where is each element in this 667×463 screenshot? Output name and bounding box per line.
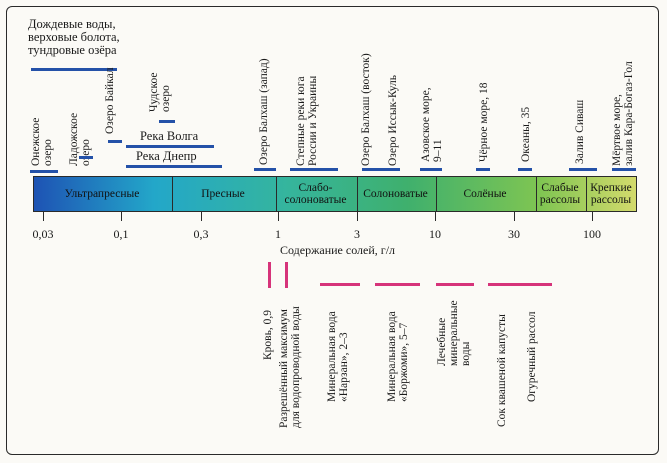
range-steppe-rivers [290,168,338,171]
zone-divider [172,177,173,211]
axis-tick [592,212,593,221]
range-narzan [320,283,360,286]
range-dnepr-river [126,165,222,168]
label-rain-waters: Дождевые воды, верховые болота, тундровые … [28,17,120,57]
axis-tick [278,212,279,221]
axis-title: Содержание солей, г/л [280,243,396,257]
zone-divider [436,177,437,211]
range-onega-lake [30,170,58,173]
axis-tick-label: 10 [429,227,441,241]
axis-tick-label: 0,03 [32,227,54,241]
zone-divider [586,177,587,211]
zone-fresh: Пресные [201,188,245,200]
marker-blood [268,262,271,288]
range-oceans [518,168,532,171]
axis-tick [121,212,122,221]
range-pickle-brine [512,283,552,286]
label-dnepr-river: Река Днепр [136,149,197,163]
range-sivash-bay [569,168,597,171]
label-pickle-brine: Огуречный рассол [526,311,538,402]
zone-weak-brines: Слабые рассолы [539,182,581,206]
range-balkhash-east [362,168,400,171]
range-sauerkraut-juice [488,283,518,286]
label-dead-sea: Мёртвое море, залив Кара-Богаз-Гол [611,61,635,166]
zone-strong-brines: Крепкие рассолы [590,182,632,206]
zone-divider [536,177,537,211]
axis-tick [514,212,515,221]
figure-frame [6,6,659,455]
label-volga-river: Река Волга [140,129,199,143]
label-blood: Кровь, 0,9 [262,310,274,360]
label-azov-sea: Азовское море, 9–11 [420,87,444,162]
zone-ultrafresh: Ультрапресные [64,188,140,200]
range-azov-sea [420,168,442,171]
label-issyk-kul: Озеро Иссык-Куль [387,74,399,166]
axis-tick [357,212,358,221]
label-borjomi: Минеральная вода «Боржоми», 5–7 [386,311,410,402]
label-baikal-lake: Озеро Байкал [104,67,116,134]
zone-brackish: Солоноватые [363,188,428,200]
axis-tick [435,212,436,221]
range-borjomi [375,283,420,286]
label-steppe-rivers: Степные реки юга России и Украины [295,75,319,166]
label-chudskoe-lake: Чудское озеро [148,72,172,112]
label-balkhash-east: Озеро Балхаш (восток) [360,53,372,166]
axis-tick-label: 0,3 [193,227,209,241]
range-chudskoe-lake [159,120,175,123]
zone-divider [276,177,277,211]
label-drinking-water-max: Разрешённый максимум для водопроводной во… [278,306,302,428]
axis-tick-label: 30 [508,227,520,241]
range-baikal-lake [108,140,122,143]
range-ladoga-lake [79,156,93,159]
axis-tick [43,212,44,221]
range-rain-waters [31,68,117,71]
range-healing-waters [436,283,474,286]
marker-drinking-water [285,262,288,288]
label-black-sea: Чёрное море, 18 [478,82,490,162]
range-volga-river [126,145,214,148]
label-sauerkraut-juice: Сок квашеной капусты [496,314,508,427]
label-narzan: Минеральная вода «Нарзан», 2–3 [326,311,350,402]
label-oceans: Океаны, 35 [520,106,532,162]
range-black-sea [476,168,490,171]
axis-tick-label: 3 [354,227,360,241]
label-onega-lake: Онежское озеро [30,117,54,166]
range-balkhash-west [254,168,276,171]
label-healing-waters: Лечебные минеральные воды [436,300,472,366]
range-dead-sea [612,168,636,171]
axis-tick-label: 100 [583,227,601,241]
axis-tick-label: 1 [275,227,281,241]
zone-divider [357,177,358,211]
label-sivash-bay: Залив Сиваш [574,99,586,164]
zone-slightly-brackish: Слабо-солоноватые [284,182,347,206]
zone-saline: Солёные [463,188,507,200]
axis-tick [201,212,202,221]
label-balkhash-west: Озеро Балхаш (запад) [258,58,270,165]
salinity-scale-bar [33,176,637,212]
axis-tick-label: 0,1 [113,227,129,241]
